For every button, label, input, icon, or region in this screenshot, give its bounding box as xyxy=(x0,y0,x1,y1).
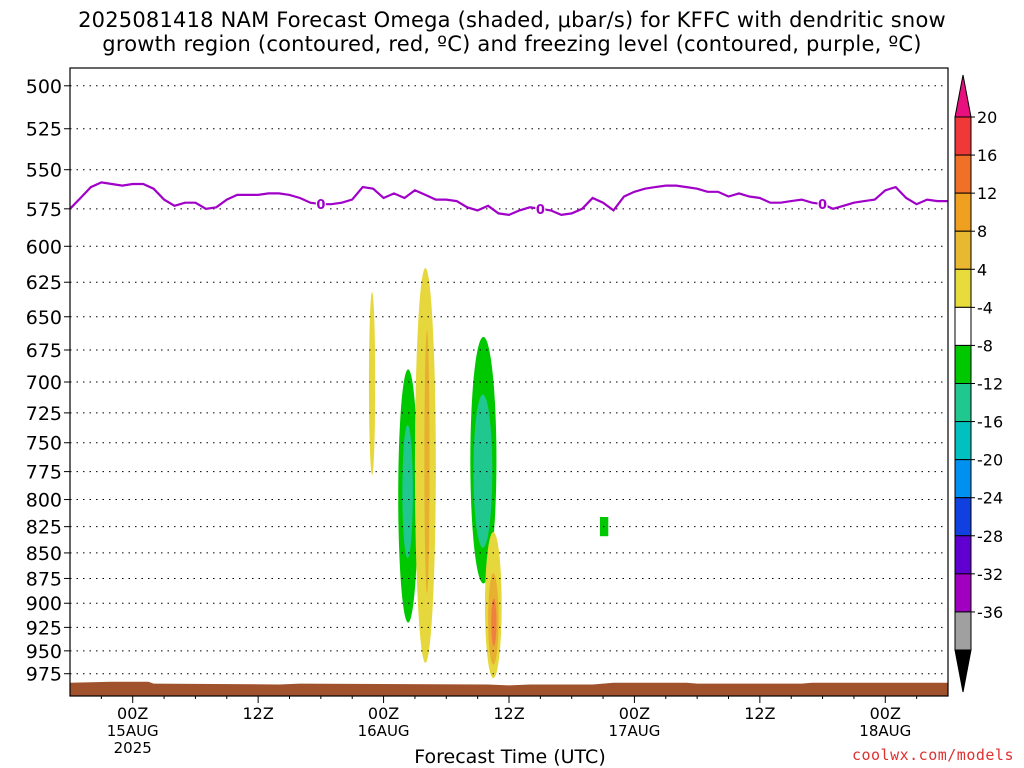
colorbar-bin-10 xyxy=(954,497,972,537)
y-tick-label-650: 650 xyxy=(26,307,62,329)
colorbar-label-7: -12 xyxy=(977,375,1003,394)
x-tick-year-0: 2025 xyxy=(114,739,152,757)
omega-region-4 xyxy=(424,330,430,594)
x-tick-date-2: 16AUG xyxy=(358,722,410,740)
x-tick-date-4: 17AUG xyxy=(608,722,660,740)
x-axis-title: Forecast Time (UTC) xyxy=(414,746,606,768)
y-tick-label-950: 950 xyxy=(26,641,62,663)
colorbar-bin-0 xyxy=(954,116,972,156)
y-tick-label-975: 975 xyxy=(26,664,62,686)
y-tick-label-900: 900 xyxy=(26,593,62,615)
colorbar-label-9: -20 xyxy=(977,451,1003,470)
y-tick-label-525: 525 xyxy=(26,119,62,141)
y-tick-label-550: 550 xyxy=(26,160,62,182)
y-tick-label-875: 875 xyxy=(26,568,62,590)
colorbar-label-1: 16 xyxy=(977,146,997,165)
plot-area xyxy=(70,68,948,696)
colorbar-label-4: 4 xyxy=(977,260,987,279)
credit-text[interactable]: coolwx.com/models xyxy=(851,746,1014,764)
colorbar-bin-1 xyxy=(954,154,972,194)
x-tick-label-6: 00Z xyxy=(870,704,901,723)
x-tick-date-6: 18AUG xyxy=(859,722,911,740)
colorbar-bin-7 xyxy=(954,383,972,423)
omega-region-2 xyxy=(402,424,413,559)
colorbar-bin-11 xyxy=(954,535,972,575)
colorbar-bottom-cap xyxy=(954,649,972,693)
freezing-label-2: 0 xyxy=(818,198,827,213)
chart-title-line-1: 2025081418 NAM Forecast Omega (shaded, μ… xyxy=(78,8,946,32)
y-tick-label-675: 675 xyxy=(26,340,62,362)
x-tick-label-1: 12Z xyxy=(242,704,273,723)
colorbar-top-cap xyxy=(954,74,972,118)
y-tick-label-500: 500 xyxy=(26,76,62,98)
omega-region-0 xyxy=(368,292,376,476)
y-tick-label-825: 825 xyxy=(26,517,62,539)
x-tick-label-5: 12Z xyxy=(744,704,775,723)
colorbar-label-13: -36 xyxy=(977,603,1003,622)
colorbar-bin-2 xyxy=(954,192,972,232)
y-tick-label-700: 700 xyxy=(26,372,62,394)
colorbar-bin-12 xyxy=(954,573,972,613)
colorbar-bin-4 xyxy=(954,268,972,308)
chart-title-line-2: growth region (contoured, red, ºC) and f… xyxy=(102,32,922,56)
colorbar-bin-6 xyxy=(954,344,972,384)
x-tick-label-4: 00Z xyxy=(619,704,650,723)
x-tick-label-3: 12Z xyxy=(493,704,524,723)
colorbar-label-11: -28 xyxy=(977,527,1003,546)
omega-region-9 xyxy=(491,598,497,647)
colorbar-bin-3 xyxy=(954,230,972,270)
y-tick-label-575: 575 xyxy=(26,199,62,221)
colorbar-bin-8 xyxy=(954,421,972,461)
colorbar-label-2: 12 xyxy=(977,184,997,203)
x-tick-label-0: 00Z xyxy=(117,704,148,723)
freezing-label-1: 0 xyxy=(536,203,545,218)
colorbar-label-5: -4 xyxy=(977,298,993,317)
y-tick-label-850: 850 xyxy=(26,543,62,565)
x-tick-label-2: 00Z xyxy=(368,704,399,723)
y-tick-label-775: 775 xyxy=(26,462,62,484)
y-tick-label-750: 750 xyxy=(26,433,62,455)
y-tick-label-800: 800 xyxy=(26,490,62,512)
y-tick-label-625: 625 xyxy=(26,272,62,294)
freezing-label-bg-0 xyxy=(315,197,326,212)
freezing-label-0: 0 xyxy=(316,198,325,213)
y-tick-label-925: 925 xyxy=(26,617,62,639)
terrain-fill xyxy=(70,681,948,696)
freezing-level-line xyxy=(69,181,948,217)
colorbar-bin-5 xyxy=(954,306,972,346)
colorbar-label-3: 8 xyxy=(977,222,987,241)
colorbar-bin-13 xyxy=(954,611,972,651)
colorbar-label-8: -16 xyxy=(977,413,1003,432)
freezing-label-bg-2 xyxy=(817,197,828,212)
y-tick-label-725: 725 xyxy=(26,403,62,425)
x-tick-date-0: 15AUG xyxy=(107,722,159,740)
colorbar-label-0: 20 xyxy=(977,108,997,127)
colorbar-bin-9 xyxy=(954,459,972,499)
omega-region-6 xyxy=(473,394,493,548)
freezing-label-bg-1 xyxy=(535,201,546,216)
colorbar-label-12: -32 xyxy=(977,565,1003,584)
y-tick-label-600: 600 xyxy=(26,236,62,258)
colorbar-label-6: -8 xyxy=(977,336,993,355)
colorbar-label-10: -24 xyxy=(977,489,1003,508)
